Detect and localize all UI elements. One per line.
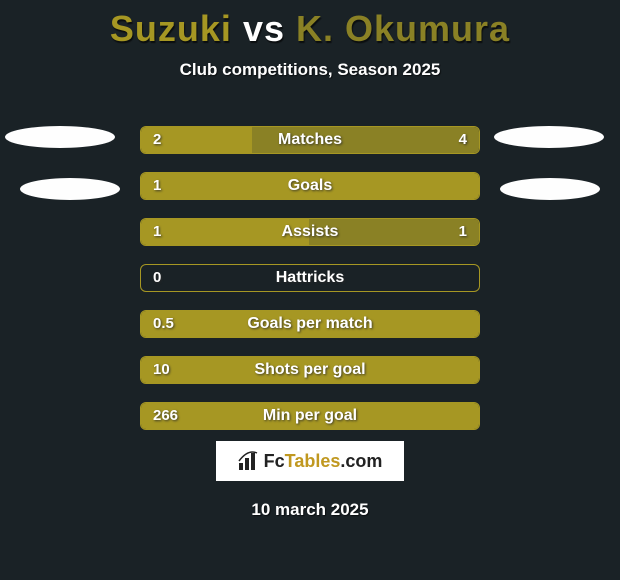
title-player1: Suzuki bbox=[110, 8, 232, 49]
stat-row-goals: Goals1 bbox=[140, 172, 480, 200]
stat-row-shots-per-goal: Shots per goal10 bbox=[140, 356, 480, 384]
generation-date: 10 march 2025 bbox=[0, 500, 620, 520]
photo-placeholder-left_top bbox=[5, 126, 115, 148]
logo-prefix: Fc bbox=[264, 451, 285, 471]
stat-value-left: 266 bbox=[153, 403, 178, 429]
stat-label: Goals bbox=[141, 173, 479, 199]
title-player2: K. Okumura bbox=[296, 8, 510, 49]
stat-value-left: 1 bbox=[153, 173, 161, 199]
bar-chart-icon bbox=[238, 451, 260, 471]
stat-label: Min per goal bbox=[141, 403, 479, 429]
stat-value-left: 1 bbox=[153, 219, 161, 245]
stat-label: Goals per match bbox=[141, 311, 479, 337]
stat-row-min-per-goal: Min per goal266 bbox=[140, 402, 480, 430]
stat-label: Matches bbox=[141, 127, 479, 153]
photo-placeholder-right_bot bbox=[500, 178, 600, 200]
stat-value-right: 4 bbox=[459, 127, 467, 153]
stat-label: Assists bbox=[141, 219, 479, 245]
logo-suffix: .com bbox=[340, 451, 382, 471]
photo-placeholder-left_bot bbox=[20, 178, 120, 200]
logo-main: Tables bbox=[285, 451, 341, 471]
stat-row-hattricks: Hattricks0 bbox=[140, 264, 480, 292]
stat-value-left: 0 bbox=[153, 265, 161, 291]
stat-label: Shots per goal bbox=[141, 357, 479, 383]
subtitle: Club competitions, Season 2025 bbox=[0, 60, 620, 80]
fctables-logo: FcTables.com bbox=[215, 440, 405, 482]
title-vs: vs bbox=[243, 8, 285, 49]
stat-row-goals-per-match: Goals per match0.5 bbox=[140, 310, 480, 338]
stat-row-matches: Matches2 4 bbox=[140, 126, 480, 154]
stat-row-assists: Assists1 1 bbox=[140, 218, 480, 246]
stat-value-right: 1 bbox=[459, 219, 467, 245]
comparison-title: Suzuki vs K. Okumura bbox=[0, 0, 620, 50]
stat-label: Hattricks bbox=[141, 265, 479, 291]
stat-value-left: 10 bbox=[153, 357, 170, 383]
stat-value-left: 0.5 bbox=[153, 311, 174, 337]
photo-placeholder-right_top bbox=[494, 126, 604, 148]
logo-text: FcTables.com bbox=[264, 451, 383, 472]
stat-value-left: 2 bbox=[153, 127, 161, 153]
